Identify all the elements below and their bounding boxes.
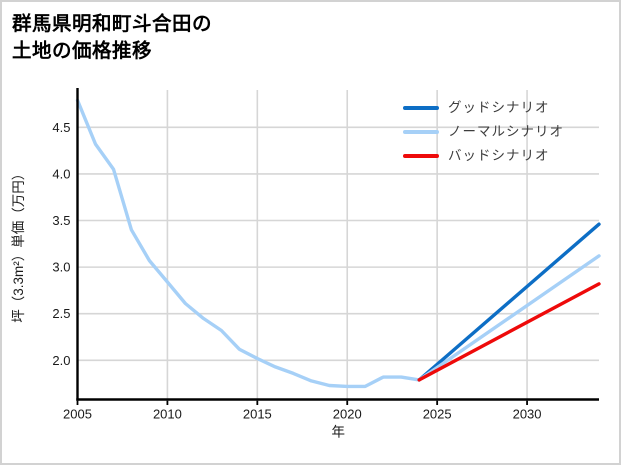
x-tick-label: 2025 (423, 407, 452, 422)
y-tick-label: 4.5 (52, 120, 70, 135)
series-line-good (417, 222, 601, 382)
legend-item-normal: ノーマルシナリオ (403, 120, 564, 144)
legend-line-sample-normal (403, 130, 439, 134)
x-tick-label: 2015 (243, 407, 272, 422)
x-tick-label: 2010 (153, 407, 182, 422)
y-axis-label: 坪（3.3m²）単価（万円） (11, 167, 26, 323)
legend-item-good: グッドシナリオ (403, 96, 564, 120)
legend-line-sample-good (403, 106, 439, 110)
legend: グッドシナリオ ノーマルシナリオ バッドシナリオ (403, 96, 564, 168)
legend-item-bad: バッドシナリオ (403, 144, 564, 168)
x-axis-label: 年 (332, 425, 346, 440)
legend-label-normal: ノーマルシナリオ (448, 124, 564, 140)
y-tick-label: 3.5 (52, 213, 70, 228)
series-line-history (75, 98, 421, 389)
y-tick-label: 2.0 (52, 353, 70, 368)
page-title: 群馬県明和町斗合田の 土地の価格推移 (12, 11, 212, 65)
x-tick-label: 2020 (333, 407, 362, 422)
x-tick-label: 2005 (63, 407, 92, 422)
series-line-normal (417, 254, 601, 382)
title-line-2: 土地の価格推移 (12, 40, 153, 62)
series-line-bad (417, 282, 601, 382)
y-tick-label: 2.5 (52, 306, 70, 321)
legend-label-bad: バッドシナリオ (448, 148, 550, 164)
y-tick-label: 3.0 (52, 260, 70, 275)
legend-line-sample-bad (403, 154, 439, 158)
legend-label-good: グッドシナリオ (448, 100, 550, 116)
title-line-1: 群馬県明和町斗合田の (12, 13, 213, 35)
y-tick-label: 4.0 (52, 166, 70, 181)
x-tick-label: 2030 (513, 407, 542, 422)
